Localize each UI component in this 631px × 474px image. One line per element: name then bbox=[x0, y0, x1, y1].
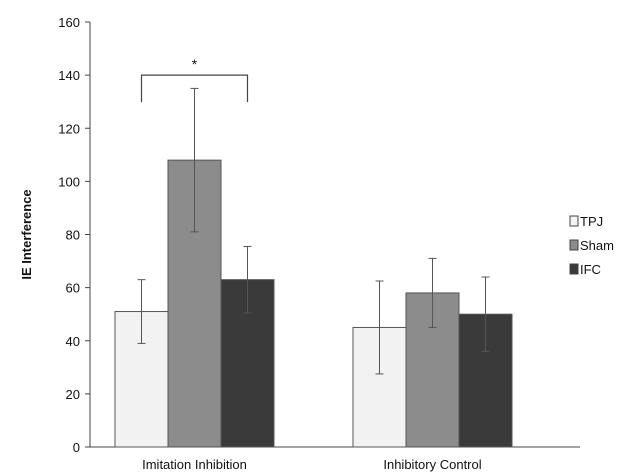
category-label: Imitation Inhibition bbox=[142, 457, 247, 472]
significance-star: * bbox=[192, 56, 198, 72]
category-labels: Imitation Inhibition Inhibitory Control bbox=[142, 457, 482, 472]
significance-bracket bbox=[140, 74, 249, 103]
y-tick-label: 40 bbox=[66, 334, 80, 349]
y-tick-label: 140 bbox=[58, 68, 80, 83]
y-tick-label: 160 bbox=[58, 15, 80, 30]
legend-label-ifc: IFC bbox=[580, 262, 601, 277]
legend-swatch-sham bbox=[569, 239, 579, 251]
y-tick-label: 120 bbox=[58, 121, 80, 136]
legend-swatch-tpj bbox=[569, 215, 579, 227]
legend: TPJ Sham IFC bbox=[569, 214, 614, 277]
legend-label-sham: Sham bbox=[580, 238, 614, 253]
significance-annotation: * bbox=[140, 56, 249, 103]
y-tick-label: 20 bbox=[66, 387, 80, 402]
y-tick-label: 0 bbox=[73, 440, 80, 455]
legend-label-tpj: TPJ bbox=[580, 214, 603, 229]
y-tick-label: 100 bbox=[58, 174, 80, 189]
y-axis-label: IE Interference bbox=[19, 189, 34, 279]
category-label: Inhibitory Control bbox=[383, 457, 481, 472]
y-tick-label: 60 bbox=[66, 281, 80, 296]
y-ticks: 0 20 40 60 80 100 120 140 160 bbox=[58, 15, 90, 455]
y-tick-label: 80 bbox=[66, 228, 80, 243]
bars bbox=[114, 87, 513, 448]
legend-swatch-ifc bbox=[569, 263, 579, 275]
